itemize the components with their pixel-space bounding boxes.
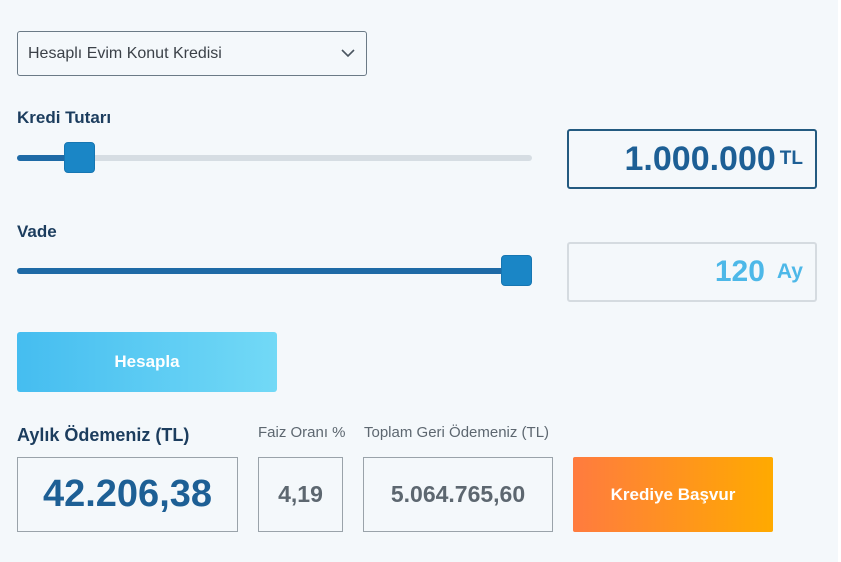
amount-input[interactable]: 1.000.000 TL — [567, 129, 817, 189]
calculate-button[interactable]: Hesapla — [17, 332, 277, 392]
apply-loan-button[interactable]: Krediye Başvur — [573, 457, 773, 532]
loan-type-select[interactable]: Hesaplı Evim Konut Kredisi — [17, 31, 367, 76]
interest-rate-label: Faiz Oranı % — [258, 424, 346, 441]
monthly-payment-label: Aylık Ödemeniz (TL) — [17, 425, 190, 445]
amount-label: Kredi Tutarı — [17, 108, 112, 127]
term-label: Vade — [17, 222, 57, 241]
interest-rate-box: 4,19 — [258, 457, 343, 532]
term-slider-track[interactable] — [17, 268, 532, 274]
chevron-down-icon — [341, 49, 355, 58]
loan-type-selected-value: Hesaplı Evim Konut Kredisi — [28, 44, 222, 62]
amount-unit: TL — [779, 148, 803, 169]
amount-slider-fill — [17, 155, 79, 161]
amount-slider-thumb[interactable] — [64, 142, 95, 173]
term-slider-thumb[interactable] — [501, 255, 532, 286]
monthly-payment-value: 42.206,38 — [42, 473, 213, 515]
term-value: 120 — [714, 255, 765, 288]
amount-value: 1.000.000 — [624, 139, 776, 178]
term-input[interactable]: 120 Ay — [567, 242, 817, 302]
term-slider-fill — [17, 268, 517, 274]
total-payment-box: 5.064.765,60 — [363, 457, 553, 532]
term-unit: Ay — [776, 260, 803, 283]
amount-slider-track[interactable] — [17, 155, 532, 161]
total-payment-value: 5.064.765,60 — [390, 481, 526, 507]
interest-rate-value: 4,19 — [278, 481, 323, 507]
total-payment-label: Toplam Geri Ödemeniz (TL) — [364, 424, 550, 441]
monthly-payment-box: 42.206,38 — [17, 457, 238, 532]
